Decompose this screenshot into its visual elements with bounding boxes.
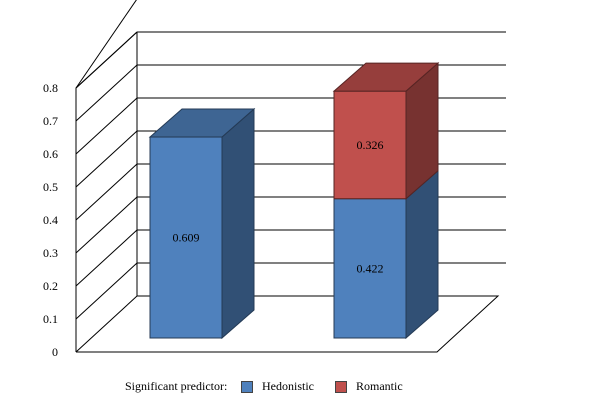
legend-swatch-hedonistic	[241, 380, 253, 393]
data-label: 0.422	[357, 261, 384, 275]
gridline-diagonal	[75, 262, 138, 320]
gridline-diagonal-top	[75, 0, 137, 89]
gridline-diagonal	[75, 229, 138, 287]
legend-item-romantic: Romantic	[335, 379, 403, 394]
y-tick-label: 0.7	[43, 114, 58, 128]
data-label: 0.326	[357, 138, 384, 152]
y-tick-label: 0.2	[43, 279, 58, 293]
gridline-diagonal	[75, 130, 138, 188]
floor-outline	[75, 295, 500, 353]
bar-top	[148, 108, 256, 138]
bar-top	[332, 62, 440, 92]
legend-item-hedonistic: Hedonistic	[241, 379, 314, 394]
bar-side	[221, 107, 255, 340]
legend: Significant predictor: Hedonistic Romant…	[0, 375, 593, 399]
bars	[148, 62, 440, 340]
y-tick-label: 0.4	[43, 213, 58, 227]
gridline-diagonal	[75, 31, 138, 89]
y-tick-label: 0.5	[43, 180, 58, 194]
y-tick-label: 0.3	[43, 246, 58, 260]
bar	[149, 136, 223, 339]
bar	[333, 90, 407, 200]
data-labels: 0.609 0.422 0.326	[173, 138, 384, 275]
legend-title: Significant predictor:	[125, 379, 228, 393]
y-axis-ticks: 0 0.1 0.2 0.3 0.4 0.5 0.6 0.7 0.8	[43, 81, 58, 359]
legend-label-hedonistic: Hedonistic	[262, 379, 314, 393]
gridline-diagonal	[75, 97, 138, 155]
y-tick-label: 0.6	[43, 147, 58, 161]
data-label: 0.609	[173, 231, 200, 245]
gridline-diagonal	[75, 64, 138, 122]
gridline-diagonal	[75, 163, 138, 221]
legend-swatch-romantic	[335, 380, 347, 393]
gridlines	[75, 0, 506, 320]
bar-side	[405, 169, 439, 340]
gridline-diagonal	[75, 196, 138, 254]
y-tick-label: 0.1	[43, 312, 58, 326]
y-tick-label: 0.8	[43, 81, 58, 95]
legend-label-romantic: Romantic	[356, 379, 403, 393]
y-tick-label: 0	[52, 345, 58, 359]
